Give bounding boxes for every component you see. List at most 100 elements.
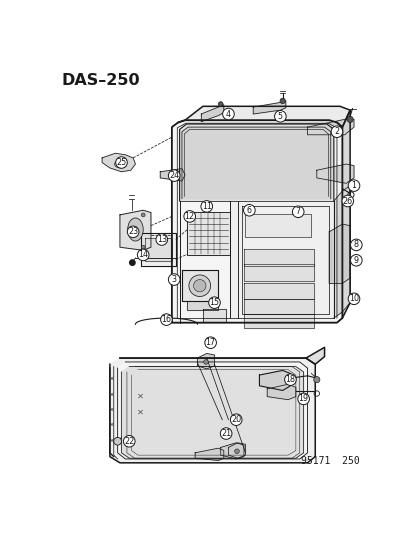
- Circle shape: [160, 314, 172, 325]
- Polygon shape: [243, 299, 313, 314]
- Polygon shape: [178, 106, 349, 127]
- Polygon shape: [307, 119, 353, 135]
- Polygon shape: [243, 264, 313, 281]
- Polygon shape: [109, 358, 314, 463]
- Circle shape: [243, 205, 254, 216]
- Circle shape: [347, 293, 359, 304]
- Circle shape: [204, 337, 216, 349]
- Polygon shape: [230, 201, 333, 318]
- Polygon shape: [197, 353, 214, 369]
- Polygon shape: [102, 154, 135, 172]
- Circle shape: [292, 206, 303, 217]
- Polygon shape: [187, 301, 218, 310]
- Polygon shape: [120, 348, 324, 364]
- Circle shape: [341, 195, 353, 207]
- Circle shape: [279, 98, 285, 103]
- Text: 11: 11: [201, 202, 211, 211]
- Text: 15: 15: [209, 298, 219, 307]
- Polygon shape: [259, 370, 290, 391]
- Text: 7: 7: [295, 207, 300, 216]
- Polygon shape: [179, 124, 333, 201]
- Circle shape: [218, 102, 223, 106]
- Ellipse shape: [127, 218, 143, 241]
- Polygon shape: [220, 443, 243, 459]
- Polygon shape: [121, 367, 303, 458]
- Text: 26: 26: [342, 197, 352, 206]
- Polygon shape: [181, 127, 330, 199]
- Circle shape: [350, 255, 361, 266]
- Circle shape: [350, 239, 361, 251]
- Circle shape: [168, 274, 180, 285]
- Circle shape: [347, 180, 359, 191]
- Polygon shape: [195, 448, 223, 461]
- Ellipse shape: [114, 160, 125, 168]
- Text: 3: 3: [171, 275, 176, 284]
- Text: ✕: ✕: [108, 423, 114, 429]
- Ellipse shape: [193, 280, 206, 292]
- Circle shape: [137, 249, 149, 261]
- Polygon shape: [333, 185, 349, 318]
- Polygon shape: [328, 224, 349, 284]
- Text: ✕: ✕: [108, 407, 114, 414]
- Text: ✕: ✕: [108, 438, 114, 445]
- Text: 95171  250: 95171 250: [301, 456, 359, 466]
- Text: 16: 16: [161, 315, 171, 324]
- Text: 2: 2: [334, 127, 339, 136]
- Polygon shape: [202, 309, 225, 322]
- Circle shape: [220, 428, 231, 439]
- Text: 4: 4: [225, 109, 230, 118]
- Circle shape: [114, 438, 121, 445]
- Polygon shape: [181, 270, 218, 301]
- Text: 20: 20: [230, 415, 241, 424]
- Circle shape: [129, 260, 135, 265]
- Circle shape: [230, 414, 242, 425]
- Circle shape: [168, 170, 180, 181]
- Circle shape: [274, 110, 285, 122]
- Polygon shape: [228, 443, 245, 458]
- Text: 24: 24: [169, 171, 179, 180]
- Circle shape: [183, 211, 195, 222]
- Text: ✕: ✕: [137, 392, 144, 401]
- Circle shape: [203, 360, 208, 364]
- Circle shape: [156, 234, 167, 245]
- Circle shape: [234, 449, 239, 454]
- Polygon shape: [117, 362, 307, 459]
- Circle shape: [297, 393, 309, 405]
- Polygon shape: [243, 314, 313, 328]
- Circle shape: [200, 200, 212, 212]
- Text: 6: 6: [246, 206, 251, 215]
- Circle shape: [141, 213, 145, 217]
- Polygon shape: [253, 101, 285, 114]
- Ellipse shape: [188, 275, 210, 296]
- Text: ✕: ✕: [137, 407, 144, 416]
- Polygon shape: [243, 284, 313, 299]
- Polygon shape: [171, 120, 342, 322]
- Circle shape: [123, 435, 135, 447]
- Circle shape: [115, 157, 127, 168]
- Circle shape: [346, 116, 352, 123]
- Polygon shape: [342, 110, 349, 318]
- Polygon shape: [316, 164, 353, 183]
- Text: ✕: ✕: [108, 377, 114, 383]
- Polygon shape: [243, 249, 313, 265]
- Circle shape: [284, 374, 296, 385]
- Text: 5: 5: [277, 112, 282, 121]
- Text: 12: 12: [184, 212, 194, 221]
- Text: 8: 8: [353, 240, 358, 249]
- Text: 23: 23: [128, 227, 138, 236]
- Text: DAS–250: DAS–250: [61, 73, 139, 88]
- Circle shape: [313, 377, 319, 383]
- Text: 17: 17: [205, 338, 215, 347]
- Polygon shape: [266, 384, 295, 400]
- Circle shape: [127, 226, 139, 238]
- Circle shape: [330, 126, 342, 138]
- Polygon shape: [160, 168, 185, 181]
- Polygon shape: [120, 210, 151, 251]
- Text: 19: 19: [298, 394, 308, 403]
- Text: 1: 1: [351, 181, 356, 190]
- Polygon shape: [140, 233, 176, 265]
- Polygon shape: [187, 212, 230, 255]
- Text: 10: 10: [348, 294, 358, 303]
- Polygon shape: [245, 214, 311, 237]
- Text: ✕: ✕: [108, 392, 114, 398]
